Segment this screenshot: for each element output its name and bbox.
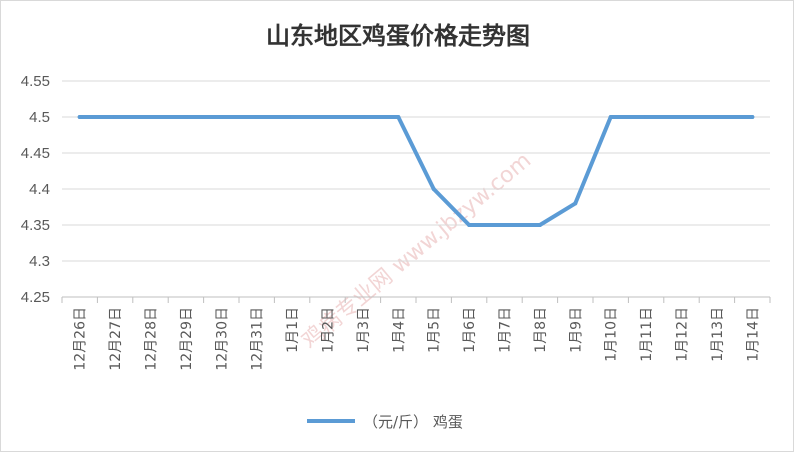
x-tick-label: 12月26日 [73, 307, 89, 371]
legend: （元/斤） 鸡蛋 [307, 413, 463, 431]
x-tick-label: 1月4日 [391, 307, 407, 353]
y-tick-label: 4.25 [21, 289, 50, 306]
data-point [573, 201, 578, 206]
data-point [148, 115, 153, 119]
y-tick-label: 4.45 [21, 145, 50, 162]
y-tick-label: 4.35 [21, 217, 50, 234]
data-point [290, 115, 295, 119]
data-point [431, 187, 436, 191]
x-tick-label: 1月2日 [321, 307, 337, 353]
data-point [467, 223, 472, 227]
data-point [608, 115, 613, 119]
data-point [679, 115, 684, 119]
x-tick-label: 12月27日 [108, 307, 124, 371]
x-tick-label: 12月29日 [179, 307, 195, 371]
y-tick-label: 4.5 [29, 109, 50, 126]
x-tick-label: 12月30日 [214, 307, 230, 371]
data-point [77, 115, 82, 119]
y-tick-label: 4.55 [21, 73, 50, 90]
data-point [183, 115, 188, 119]
x-tick-label: 1月12日 [675, 307, 691, 362]
series-layer [77, 115, 755, 227]
x-tick-label: 1月1日 [285, 307, 301, 353]
x-axis: 12月26日 12月27日 12月28日 12月29日 12月30日 12月31日 1月1日… [61, 296, 771, 371]
data-point [219, 115, 224, 119]
data-point [537, 223, 542, 227]
y-tick-label: 4.3 [29, 253, 50, 270]
data-point [325, 115, 330, 119]
x-tick-label: 1月6日 [462, 307, 478, 353]
x-tick-label: 1月8日 [533, 307, 549, 353]
data-point [360, 115, 365, 119]
x-tick-label: 1月3日 [356, 307, 372, 353]
data-point [254, 115, 259, 119]
x-tick-label: 1月7日 [498, 307, 514, 353]
data-point [396, 115, 401, 119]
x-tick-label: 1月5日 [427, 307, 443, 353]
data-point [714, 115, 719, 119]
legend-label: （元/斤） 鸡蛋 [363, 413, 463, 431]
y-axis: 4.55 4.5 4.45 4.4 4.35 4.3 4.25 [21, 73, 50, 306]
x-tick-label: 12月31日 [250, 307, 266, 371]
chart-title: 山东地区鸡蛋价格走势图 [266, 22, 530, 50]
data-point [644, 115, 649, 119]
data-point [502, 223, 507, 227]
x-tick-label: 1月14日 [745, 307, 761, 362]
data-point [113, 115, 118, 119]
data-point [750, 115, 755, 119]
series-line [77, 115, 755, 227]
x-tick-label: 1月13日 [710, 307, 726, 362]
x-tick-label: 1月10日 [604, 307, 620, 362]
x-tick-label: 1月11日 [639, 307, 655, 362]
x-tick-label: 1月9日 [568, 307, 584, 353]
x-tick-label: 12月28日 [144, 307, 160, 371]
y-tick-label: 4.4 [29, 181, 50, 198]
gridlines [62, 80, 770, 262]
